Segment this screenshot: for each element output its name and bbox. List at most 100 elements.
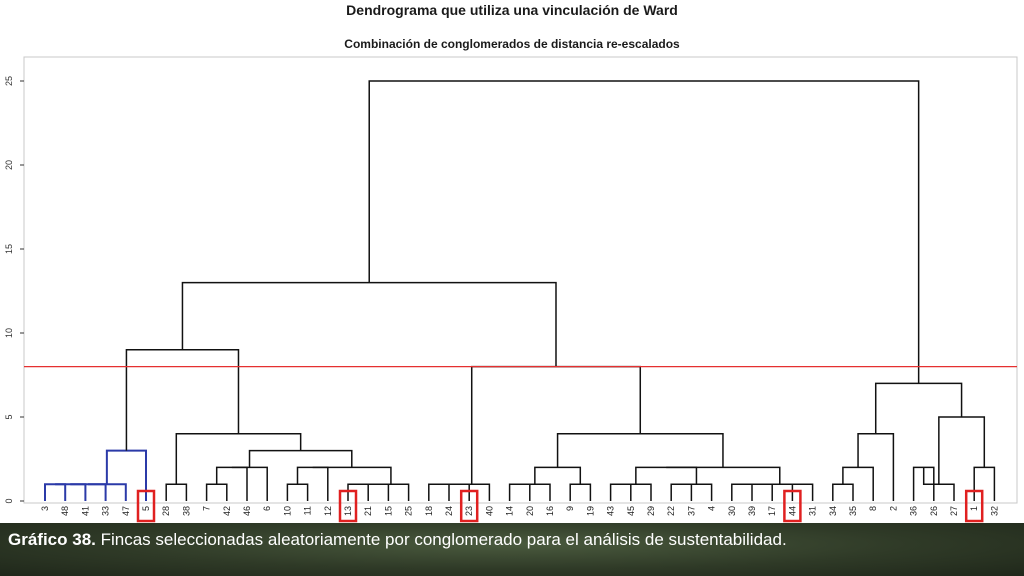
dendrogram-link: [368, 80, 920, 384]
leaf-label: 24: [444, 506, 454, 516]
dendrogram-link: [508, 483, 531, 501]
dendrogram-link: [70, 483, 107, 501]
leaf-label: 44: [787, 506, 797, 516]
dendrogram-link: [44, 483, 67, 501]
leaf-label: 45: [626, 506, 636, 516]
leaf-label: 8: [868, 506, 878, 511]
leaf-label: 12: [323, 506, 333, 516]
dendrogram-link: [125, 349, 240, 451]
dendrogram-link: [635, 466, 698, 485]
caption-text: Fincas seleccionadas aleatoriamente por …: [95, 530, 787, 549]
selected-leaf-box: [338, 489, 358, 523]
leaf-label: 29: [646, 506, 656, 516]
dendrogram-link: [231, 466, 268, 501]
leaf-label: 39: [747, 506, 757, 516]
selected-leaf-box: [783, 489, 802, 523]
dendrogram-link: [55, 483, 87, 501]
dendrogram-link: [973, 466, 996, 501]
dendrogram-link: [609, 483, 632, 501]
leaf-label: 13: [343, 506, 353, 516]
leaf-label: 6: [262, 506, 272, 511]
leaf-label: 19: [585, 506, 595, 516]
leaf-label: 27: [949, 506, 959, 516]
leaf-label: 42: [222, 506, 232, 516]
y-tick-label: 10: [4, 328, 14, 338]
dendrogram-link: [666, 466, 781, 485]
leaf-label: 33: [101, 506, 111, 516]
dendrogram-link: [347, 483, 369, 501]
leaf-label: 31: [808, 506, 818, 516]
caption-label: Gráfico 38.: [8, 530, 96, 549]
leaf-label: 47: [121, 506, 131, 516]
leaf-label: 23: [464, 506, 474, 516]
dendrogram-link: [87, 483, 127, 501]
caption-bar: Gráfico 38. Fincas seleccionadas aleator…: [0, 523, 1024, 576]
leaf-label: 11: [303, 506, 313, 515]
dendrogram-link: [620, 483, 652, 501]
dendrogram-link: [741, 483, 773, 501]
leaf-label: 5: [141, 506, 151, 511]
leaf-label: 28: [161, 506, 171, 516]
leaf-label: 30: [727, 506, 737, 516]
y-tick-label: 20: [4, 160, 14, 170]
chart-subtitle: Combinación de conglomerados de distanci…: [344, 37, 680, 51]
y-tick-label: 5: [4, 414, 14, 419]
dendrogram-link: [428, 483, 450, 501]
leaf-label: 37: [686, 506, 696, 516]
selected-leaf-box: [136, 489, 156, 523]
dendrogram-link: [569, 483, 592, 501]
leaf-label: 32: [989, 506, 999, 516]
dendrogram-link: [938, 416, 986, 485]
selected-leaf-box: [964, 489, 984, 523]
leaf-label: 4: [707, 506, 717, 511]
dendrogram-link: [874, 382, 963, 434]
leaf-label: 1: [969, 506, 979, 511]
leaf-label: 2: [888, 506, 898, 511]
dendrogram-link: [681, 483, 713, 501]
leaf-label: 3: [40, 506, 50, 511]
dendrogram-link: [373, 483, 410, 501]
dendrogram-link: [670, 483, 693, 501]
leaf-label: 14: [505, 506, 515, 516]
chart-title: Dendrograma que utiliza una vinculación …: [346, 2, 678, 18]
leaf-label: 20: [525, 506, 535, 516]
leaf-label: 7: [202, 506, 212, 511]
dendrogram-link: [791, 483, 814, 501]
leaf-label: 22: [666, 506, 676, 516]
leaf-label: 40: [484, 506, 494, 516]
dendrogram-link: [165, 483, 188, 501]
leaf-label: 43: [606, 506, 616, 516]
dendrogram-link: [358, 483, 390, 501]
dendrogram-link: [470, 365, 642, 485]
leaf-label: 10: [282, 506, 292, 516]
dendrogram-link: [454, 483, 491, 501]
dendrogram-link: [312, 466, 392, 485]
leaf-label: 46: [242, 506, 252, 516]
selected-leaf-box: [459, 489, 479, 523]
leaf-label: 25: [404, 506, 414, 516]
leaf-label: 9: [565, 506, 575, 511]
leaf-label: 16: [545, 506, 555, 516]
leaf-label: 18: [424, 506, 434, 516]
leaf-label: 48: [60, 506, 70, 516]
leaf-label: 41: [80, 506, 90, 516]
figure-caption: Gráfico 38. Fincas seleccionadas aleator…: [8, 530, 787, 550]
chart-area: 0 5 10 15 20 25 3 48 41 33 47 5 28 38 7 42 46 6 10 11 12 13 21…: [4, 2, 1018, 523]
dendrogram-link: [731, 483, 753, 501]
leaf-label: 26: [929, 506, 939, 516]
dendrogram-link: [519, 483, 551, 501]
leaf-label: 38: [181, 506, 191, 516]
dendrogram-link: [534, 466, 582, 485]
dendrogram-link: [286, 483, 309, 501]
dendrogram-link: [832, 483, 854, 501]
leaf-label: 36: [909, 506, 919, 516]
dendrogram-link: [248, 449, 353, 468]
y-tick-label: 25: [4, 76, 14, 86]
y-tick-label: 15: [4, 244, 14, 254]
dendrogram-link: [556, 433, 724, 468]
leaf-label: 35: [848, 506, 858, 516]
leaf-label: 17: [767, 506, 777, 516]
dendrogram-link: [175, 433, 302, 485]
leaf-label: 21: [363, 506, 373, 516]
